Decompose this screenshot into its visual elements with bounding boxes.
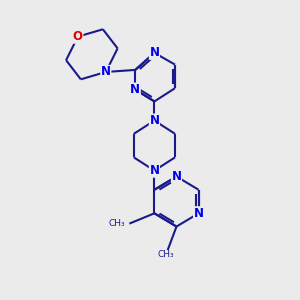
Text: O: O xyxy=(73,30,83,43)
Text: N: N xyxy=(172,170,182,183)
Text: N: N xyxy=(149,114,159,127)
Text: N: N xyxy=(130,83,140,96)
Text: CH₃: CH₃ xyxy=(108,219,125,228)
Text: N: N xyxy=(149,164,159,177)
Text: CH₃: CH₃ xyxy=(158,250,175,259)
Text: N: N xyxy=(194,207,204,220)
Text: N: N xyxy=(101,65,111,79)
Text: N: N xyxy=(149,46,159,59)
